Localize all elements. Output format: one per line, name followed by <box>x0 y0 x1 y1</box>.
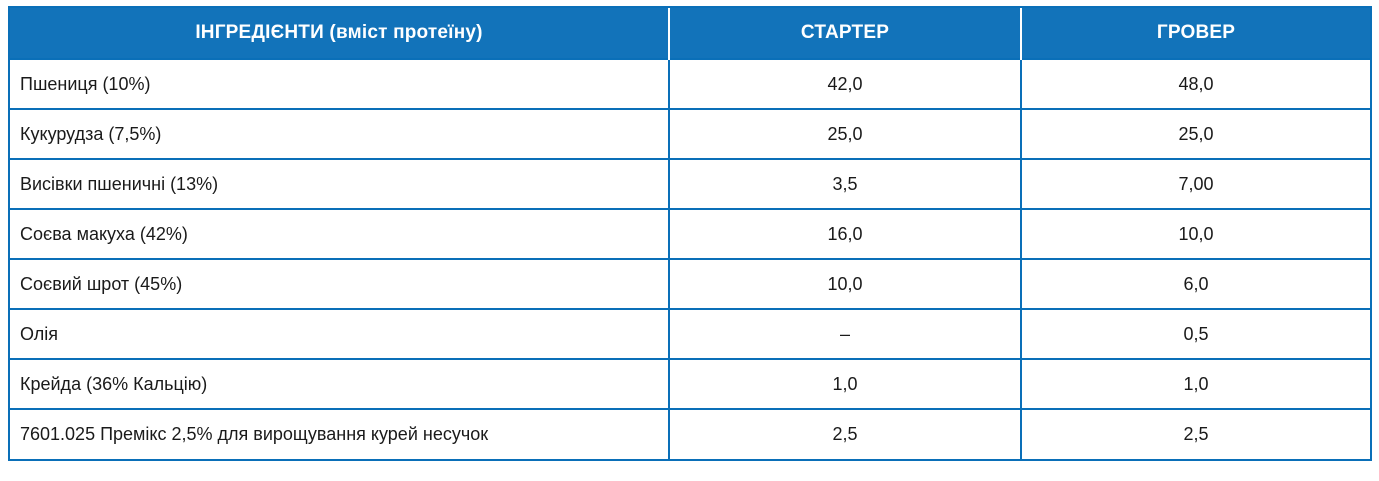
starter-value: 3,5 <box>668 158 1021 209</box>
ingredients-grid: ІНГРЕДІЄНТИ (вміст протеїну) СТАРТЕР ГРО… <box>10 8 1370 459</box>
starter-value: – <box>668 308 1021 359</box>
ingredient-name: Пшениця (10%) <box>10 58 669 109</box>
grower-value: 0,5 <box>1020 308 1370 359</box>
ingredient-name: Соєвий шрот (45%) <box>10 258 669 309</box>
ingredient-name: Олія <box>10 308 669 359</box>
starter-value: 42,0 <box>668 58 1021 109</box>
table-row: Соєвий шрот (45%) 10,0 6,0 <box>10 258 1370 309</box>
ingredients-table: ІНГРЕДІЄНТИ (вміст протеїну) СТАРТЕР ГРО… <box>8 6 1372 461</box>
table-row: Пшениця (10%) 42,0 48,0 <box>10 58 1370 109</box>
starter-value: 25,0 <box>668 108 1021 159</box>
table-row: Крейда (36% Кальцію) 1,0 1,0 <box>10 358 1370 409</box>
grower-value: 1,0 <box>1020 358 1370 409</box>
header-row: ІНГРЕДІЄНТИ (вміст протеїну) СТАРТЕР ГРО… <box>10 8 1370 59</box>
grower-value: 7,00 <box>1020 158 1370 209</box>
grower-value: 25,0 <box>1020 108 1370 159</box>
header-starter: СТАРТЕР <box>668 8 1021 59</box>
ingredient-name: Соєва макуха (42%) <box>10 208 669 259</box>
table-row: Кукурудза (7,5%) 25,0 25,0 <box>10 108 1370 159</box>
starter-value: 10,0 <box>668 258 1021 309</box>
table-row: Соєва макуха (42%) 16,0 10,0 <box>10 208 1370 259</box>
table-row: 7601.025 Премікс 2,5% для вирощування ку… <box>10 408 1370 459</box>
ingredient-name: Кукурудза (7,5%) <box>10 108 669 159</box>
ingredient-name: 7601.025 Премікс 2,5% для вирощування ку… <box>10 408 669 459</box>
table-row: Висівки пшеничні (13%) 3,5 7,00 <box>10 158 1370 209</box>
header-ingredients: ІНГРЕДІЄНТИ (вміст протеїну) <box>10 8 669 59</box>
grower-value: 48,0 <box>1020 58 1370 109</box>
grower-value: 10,0 <box>1020 208 1370 259</box>
table-row: Олія – 0,5 <box>10 308 1370 359</box>
header-grower: ГРОВЕР <box>1020 8 1370 59</box>
grower-value: 2,5 <box>1020 408 1370 459</box>
ingredient-name: Висівки пшеничні (13%) <box>10 158 669 209</box>
starter-value: 16,0 <box>668 208 1021 259</box>
ingredient-name: Крейда (36% Кальцію) <box>10 358 669 409</box>
table-body: Пшениця (10%) 42,0 48,0 Кукурудза (7,5%)… <box>10 58 1370 459</box>
starter-value: 2,5 <box>668 408 1021 459</box>
table-header: ІНГРЕДІЄНТИ (вміст протеїну) СТАРТЕР ГРО… <box>10 8 1370 59</box>
starter-value: 1,0 <box>668 358 1021 409</box>
grower-value: 6,0 <box>1020 258 1370 309</box>
